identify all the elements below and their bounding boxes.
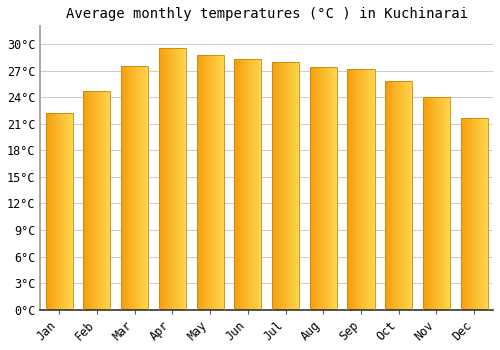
Bar bbox=[272, 62, 299, 310]
Bar bbox=[196, 55, 224, 310]
Bar bbox=[84, 91, 110, 310]
Bar bbox=[159, 48, 186, 310]
Bar bbox=[234, 59, 262, 310]
Bar bbox=[460, 118, 488, 310]
Bar bbox=[121, 66, 148, 310]
Title: Average monthly temperatures (°C ) in Kuchinarai: Average monthly temperatures (°C ) in Ku… bbox=[66, 7, 468, 21]
Bar bbox=[423, 97, 450, 310]
Bar bbox=[348, 69, 374, 310]
Bar bbox=[310, 67, 337, 310]
Bar bbox=[385, 81, 412, 310]
Bar bbox=[46, 113, 73, 310]
